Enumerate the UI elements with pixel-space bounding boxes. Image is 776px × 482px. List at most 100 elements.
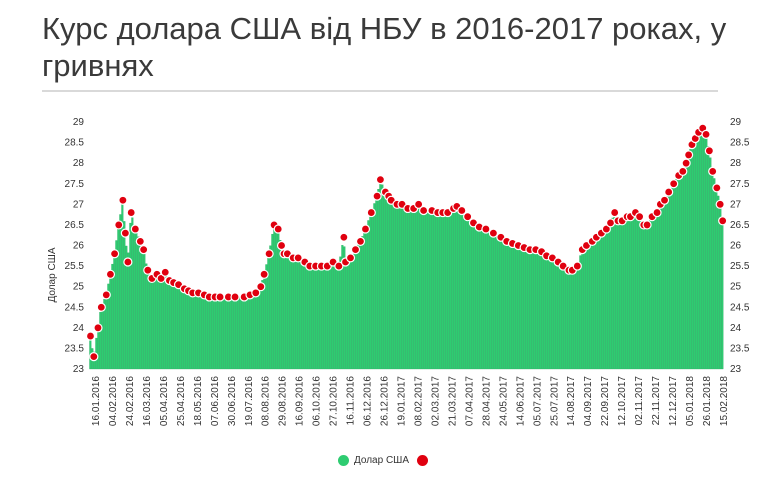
area-bar [435, 211, 438, 370]
area-bar [201, 294, 204, 370]
area-bar [251, 293, 254, 370]
chart-title: Курс долара США від НБУ в 2016-2017 рока… [42, 11, 727, 83]
area-bar [463, 213, 466, 370]
area-bar [683, 167, 686, 370]
area-bar [319, 265, 322, 370]
area-bar [247, 295, 250, 370]
area-bar [181, 287, 184, 370]
area-bar [511, 243, 514, 370]
area-bar [133, 225, 136, 370]
area-bar [491, 232, 494, 370]
area-bar [191, 292, 194, 370]
area-bar [713, 178, 716, 370]
data-point [652, 207, 662, 218]
area-bar [473, 223, 476, 370]
area-bar [641, 222, 644, 370]
area-bar [149, 275, 152, 370]
area-bar [161, 276, 164, 370]
data-point [293, 253, 303, 263]
data-point [339, 232, 349, 242]
area-bar [557, 262, 560, 370]
area-bar [313, 265, 316, 370]
area-bar [653, 214, 656, 370]
y-tick-label-left: 25 [73, 282, 85, 293]
area-bar [447, 211, 450, 370]
x-tick-label: 19.07.2016 [244, 376, 255, 426]
area-bar [137, 236, 140, 370]
y-tick-label-left: 27.5 [65, 179, 85, 190]
area-bar [527, 248, 530, 370]
area-bar [659, 204, 662, 370]
x-tick-label: 05.07.2017 [532, 376, 543, 426]
area-bar [359, 241, 362, 370]
area-bar [177, 284, 180, 370]
area-bar [145, 263, 148, 370]
area-bar [123, 221, 126, 370]
data-point [360, 224, 371, 234]
area-bar [257, 289, 260, 370]
data-point [704, 146, 714, 156]
data-point [481, 224, 491, 234]
data-point [684, 150, 694, 160]
area-bar [619, 220, 622, 370]
area-bar [633, 213, 636, 370]
y-tick-label-left: 23 [73, 364, 85, 375]
area-bar [685, 161, 688, 370]
area-bar [615, 216, 618, 370]
area-bar [147, 271, 150, 370]
y-tick-label-right: 25 [730, 282, 742, 293]
data-point [366, 207, 376, 218]
data-point [89, 352, 99, 362]
data-point [414, 199, 424, 209]
data-point [96, 302, 106, 312]
area-bar [303, 261, 306, 370]
x-tick-label: 22.11.2017 [651, 376, 662, 426]
data-point [678, 166, 688, 176]
x-tick-label: 14.08.2017 [566, 376, 577, 426]
area-bar [217, 296, 220, 370]
x-tick-label: 14.06.2017 [515, 376, 526, 426]
area-bar [709, 157, 712, 370]
area-bar [395, 203, 398, 370]
data-point [123, 257, 133, 267]
area-bar [507, 241, 510, 370]
area-bar [165, 274, 168, 370]
area-bar [587, 243, 590, 370]
area-bar [287, 254, 290, 370]
y-axis-right: 23 23.5 24 24.5 25 25.5 26 26.5 27 27.5 28 28.5 29 [730, 117, 750, 375]
area-bar [601, 232, 604, 370]
data-point [610, 207, 620, 218]
area-bars [89, 128, 724, 370]
legend-label: Долар США [354, 455, 410, 466]
area-bar [669, 188, 672, 370]
area-bar [645, 224, 648, 370]
area-bar [301, 260, 304, 370]
area-bar [529, 249, 532, 370]
area-bar [561, 265, 564, 370]
x-tick-label: 21.03.2017 [447, 376, 458, 426]
area-bar [227, 296, 230, 370]
area-bar [631, 214, 634, 370]
area-bar [539, 251, 542, 370]
area-bar [213, 296, 216, 370]
data-point [156, 273, 166, 284]
area-bar [513, 243, 516, 370]
area-bar [485, 229, 488, 370]
y-tick-label-right: 28 [730, 158, 742, 169]
legend[interactable]: Долар США [338, 455, 429, 466]
area-bar [275, 227, 278, 370]
area-bar [555, 260, 558, 370]
area-bar [681, 171, 684, 370]
data-point [273, 224, 283, 234]
area-bar [183, 288, 186, 370]
data-points [85, 123, 728, 362]
area-bar [471, 221, 474, 370]
data-point [259, 269, 269, 279]
x-tick-label: 25.07.2017 [549, 376, 560, 426]
area-bar [141, 246, 144, 370]
area-bar [331, 262, 334, 370]
area-bar [385, 193, 388, 370]
y-tick-label-left: 24.5 [65, 302, 85, 313]
x-tick-label: 08.08.2016 [261, 376, 272, 426]
area-bar [657, 208, 660, 370]
